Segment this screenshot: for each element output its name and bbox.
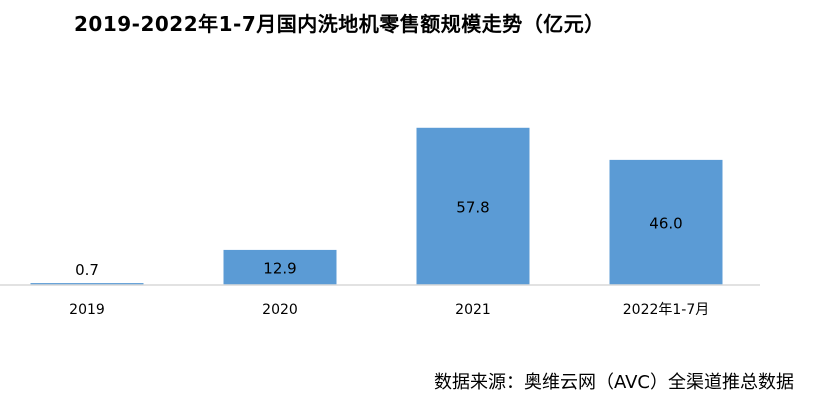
x-tick-label-2: 2021 xyxy=(455,302,491,318)
x-tick-label-1: 2020 xyxy=(262,302,298,318)
bar-0 xyxy=(30,283,144,285)
chart-title: 2019-2022年1-7月国内洗地机零售额规模走势（亿元） xyxy=(74,12,605,36)
bars-layer xyxy=(30,127,723,285)
data-label-3: 46.0 xyxy=(649,214,682,232)
data-label-1: 12.9 xyxy=(263,259,296,277)
x-tick-label-3: 2022年1-7月 xyxy=(623,302,710,318)
bar-3 xyxy=(609,159,723,285)
x-tick-label-0: 2019 xyxy=(69,302,105,318)
bar-1 xyxy=(223,249,337,285)
data-label-2: 57.8 xyxy=(456,198,489,216)
labels-layer: 0.7 2019 12.9 2020 57.8 2021 46.0 2022年1-7月 xyxy=(69,198,709,318)
data-label-0: 0.7 xyxy=(75,261,99,279)
source-note: 数据来源：奥维云网（AVC）全渠道推总数据 xyxy=(433,372,794,393)
bar-2 xyxy=(416,127,530,285)
